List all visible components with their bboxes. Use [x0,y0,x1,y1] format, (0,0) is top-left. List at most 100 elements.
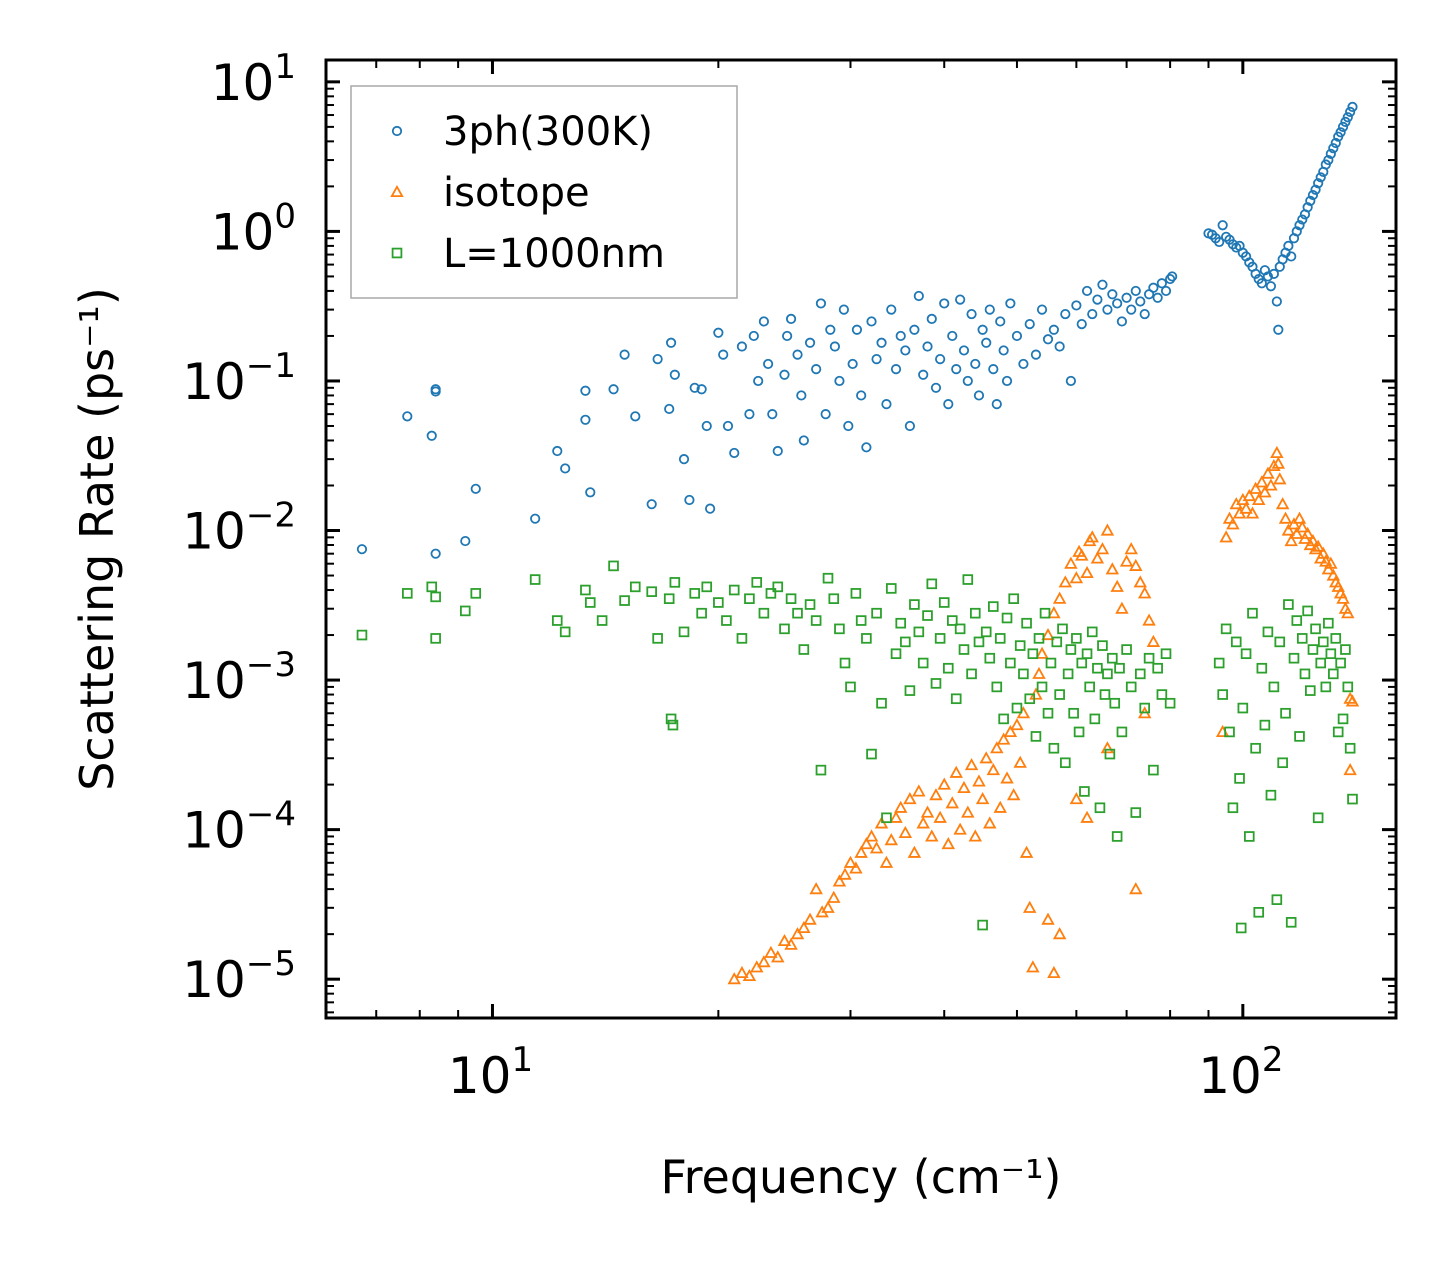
data-point [767,409,778,420]
data-point [1069,571,1084,584]
y-tick-label: 10−4 [182,795,296,860]
data-point [988,601,999,612]
data-point [1126,304,1137,315]
data-point [1054,689,1065,700]
data-point [580,385,591,396]
data-point [1081,648,1093,660]
data-point [1306,534,1320,547]
data-point [796,390,807,401]
data-point [1060,308,1071,320]
data-point [943,399,954,410]
data-point [1014,640,1026,651]
data-point [871,354,882,365]
series-triangle-group [727,445,1360,985]
data-point [879,855,894,868]
data-point [1119,554,1134,567]
data-point [843,420,854,432]
data-point [1133,575,1148,588]
data-point [1058,575,1073,588]
data-point [929,788,943,801]
data-point [665,337,677,348]
data-point [742,968,757,982]
data-point [735,965,749,979]
data-point [1071,300,1082,311]
data-point [917,657,929,669]
data-point [646,499,657,510]
data-point [1035,646,1049,659]
data-point [430,548,441,559]
data-point [1285,917,1297,928]
data-point [784,937,798,950]
data-point [855,615,867,626]
data-point [1235,922,1247,934]
data-point [1018,358,1029,370]
legend-markers [390,125,404,259]
data-point [876,337,887,348]
data-point [856,390,867,401]
data-point [839,657,851,669]
data-point [772,445,783,457]
data-point [869,841,884,854]
data-point [689,588,701,599]
data-point [890,364,902,375]
data-point [861,442,872,453]
data-point [1268,681,1280,693]
data-point [777,933,792,947]
data-point [1143,652,1155,664]
data-point [1286,251,1297,262]
data-point [1116,316,1128,327]
data-point [426,430,437,441]
data-point [1021,617,1032,629]
data-point [744,593,755,604]
data-point [1347,793,1358,805]
data-point [1277,757,1288,769]
data-point [941,837,956,850]
data-point [718,349,729,360]
data-point [881,399,892,410]
data-point [938,597,950,608]
data-point [829,341,841,352]
data-point [748,330,759,342]
data-point [1299,668,1311,680]
data-point [1320,681,1332,693]
data-point [1084,681,1095,693]
data-point [1052,927,1067,940]
data-point [822,572,834,584]
data-point [1000,771,1014,784]
data-point [951,364,962,375]
data-point [986,763,1001,776]
data-point [1081,285,1093,297]
data-point [772,581,784,593]
data-point [1125,681,1137,693]
data-point [1305,195,1316,206]
data-point [958,644,970,655]
data-point [663,593,675,604]
data-point [1023,900,1037,913]
data-point [909,599,920,610]
data-point [1264,478,1278,491]
legend-box [350,85,738,299]
data-point [530,513,541,524]
data-point [1336,591,1350,604]
data-point [1265,789,1277,801]
data-point [619,595,630,606]
data-point [1121,644,1132,655]
data-point [459,605,471,617]
data-point [1092,294,1103,305]
data-point [1271,296,1282,307]
data-point [1036,304,1048,315]
data-point [1099,689,1111,700]
data-point [966,668,977,680]
data-point [898,825,913,839]
data-point [854,845,868,858]
data-point [1302,605,1313,617]
data-point [713,597,724,608]
data-point [871,607,882,619]
data-point [356,629,368,641]
data-point [1315,172,1326,183]
data-point [701,420,712,432]
data-point [585,487,596,498]
data-point [866,748,877,760]
y-axis-label: Scattering Rate (ps⁻¹) [70,287,124,791]
data-point [1080,565,1094,579]
